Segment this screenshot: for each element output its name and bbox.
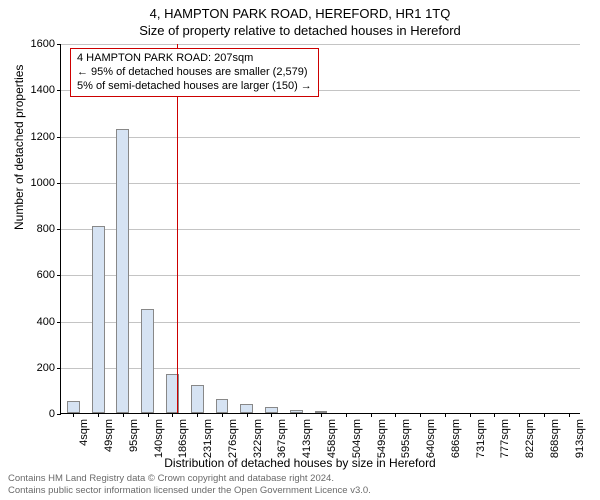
histogram-bar xyxy=(116,129,129,413)
gridline xyxy=(61,322,580,323)
y-axis-label: Number of detached properties xyxy=(12,65,26,230)
gridline xyxy=(61,137,580,138)
gridline xyxy=(61,183,580,184)
page-subtitle: Size of property relative to detached ho… xyxy=(0,21,600,38)
x-tick-label: 913sqm xyxy=(574,419,586,458)
x-tick-label: 4sqm xyxy=(78,419,90,446)
annotation-line: 5% of semi-detached houses are larger (1… xyxy=(77,80,312,94)
y-tick-label: 200 xyxy=(37,362,61,374)
x-tick-label: 504sqm xyxy=(351,419,363,458)
x-tick-label: 276sqm xyxy=(227,419,239,458)
page-title: 4, HAMPTON PARK ROAD, HEREFORD, HR1 1TQ xyxy=(0,0,600,21)
marker-line xyxy=(177,44,178,413)
footer-attribution: Contains HM Land Registry data © Crown c… xyxy=(8,473,371,496)
x-tick-label: 731sqm xyxy=(475,419,487,458)
x-tick-label: 595sqm xyxy=(400,419,412,458)
x-tick-label: 686sqm xyxy=(450,419,462,458)
x-tick-label: 95sqm xyxy=(128,419,140,452)
y-tick-label: 400 xyxy=(37,316,61,328)
annotation-box: 4 HAMPTON PARK ROAD: 207sqm ← 95% of det… xyxy=(70,48,319,97)
footer-line: Contains public sector information licen… xyxy=(8,485,371,496)
gridline xyxy=(61,229,580,230)
x-tick-label: 777sqm xyxy=(499,419,511,458)
y-tick-label: 1000 xyxy=(31,177,61,189)
histogram-bar xyxy=(67,401,80,413)
y-tick-label: 1200 xyxy=(31,131,61,143)
x-tick-label: 549sqm xyxy=(376,419,388,458)
x-tick-label: 367sqm xyxy=(276,419,288,458)
histogram-bar xyxy=(92,226,105,413)
gridline xyxy=(61,275,580,276)
gridline xyxy=(61,368,580,369)
x-tick-label: 458sqm xyxy=(326,419,338,458)
footer-line: Contains HM Land Registry data © Crown c… xyxy=(8,473,371,484)
gridline xyxy=(61,44,580,45)
annotation-line: ← 95% of detached houses are smaller (2,… xyxy=(77,66,312,80)
y-tick-label: 1600 xyxy=(31,38,61,50)
plot-area: 020040060080010001200140016004sqm49sqm95… xyxy=(60,44,580,414)
x-tick-label: 640sqm xyxy=(425,419,437,458)
histogram-bar xyxy=(240,404,253,413)
histogram-bar xyxy=(216,399,229,413)
x-tick-label: 140sqm xyxy=(153,419,165,458)
y-tick-label: 600 xyxy=(37,269,61,281)
y-tick-label: 0 xyxy=(49,408,61,420)
x-tick-label: 868sqm xyxy=(549,419,561,458)
y-tick-label: 800 xyxy=(37,223,61,235)
x-tick-label: 413sqm xyxy=(301,419,313,458)
annotation-line: 4 HAMPTON PARK ROAD: 207sqm xyxy=(77,52,312,66)
histogram-bar xyxy=(191,385,204,413)
histogram-bar xyxy=(141,309,154,413)
x-axis-label: Distribution of detached houses by size … xyxy=(0,456,600,470)
x-tick-label: 231sqm xyxy=(202,419,214,458)
y-tick-label: 1400 xyxy=(31,84,61,96)
x-tick-label: 822sqm xyxy=(524,419,536,458)
x-tick-label: 322sqm xyxy=(252,419,264,458)
chart-container: 020040060080010001200140016004sqm49sqm95… xyxy=(60,44,580,434)
x-tick-label: 49sqm xyxy=(103,419,115,452)
x-tick-label: 186sqm xyxy=(177,419,189,458)
